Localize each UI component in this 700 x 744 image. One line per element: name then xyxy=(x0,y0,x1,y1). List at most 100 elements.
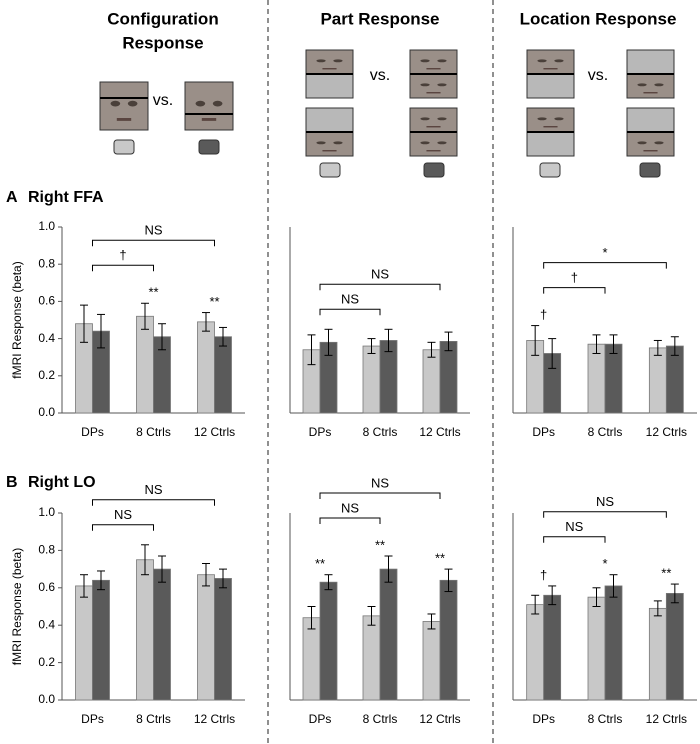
face-feature xyxy=(420,59,430,63)
significance-label: * xyxy=(602,556,607,571)
row-title: Right FFA xyxy=(28,189,104,206)
bar xyxy=(665,593,684,701)
bar xyxy=(379,568,398,701)
comparison-bracket xyxy=(543,287,606,294)
comparison-bracket xyxy=(319,283,441,291)
error-bar xyxy=(80,304,88,343)
comparison-bracket xyxy=(543,536,606,543)
bar xyxy=(439,579,458,701)
comparison-label: NS xyxy=(144,482,162,497)
bar xyxy=(587,596,606,701)
face-feature xyxy=(195,100,206,107)
face-tile xyxy=(409,107,458,133)
error-bar xyxy=(427,613,436,630)
error-bar xyxy=(384,555,393,583)
x-tick-label: 12 Ctrls xyxy=(419,425,460,439)
face-feature xyxy=(537,59,547,63)
face-feature xyxy=(643,92,658,94)
x-tick-label: DPs xyxy=(81,425,104,439)
face-stimulus xyxy=(99,81,149,131)
face-feature xyxy=(437,117,447,121)
bar xyxy=(214,578,232,701)
x-tick-label: 8 Ctrls xyxy=(136,425,171,439)
x-tick-label: 12 Ctrls xyxy=(194,712,235,726)
comparison-bracket xyxy=(92,524,154,531)
y-tick-label: 0.2 xyxy=(38,368,55,382)
comparison-label: † xyxy=(119,248,126,263)
face-tile xyxy=(626,73,675,99)
face-stimulus xyxy=(626,49,675,75)
x-tick-label: 12 Ctrls xyxy=(194,425,235,439)
bar xyxy=(136,559,154,701)
face-feature xyxy=(654,83,664,87)
row-letter: B xyxy=(6,474,18,491)
face-tile xyxy=(526,131,575,157)
face-tile xyxy=(626,107,675,133)
x-tick-label: DPs xyxy=(532,425,555,439)
error-bar xyxy=(80,574,88,598)
error-bar xyxy=(367,606,376,626)
comparison-bracket xyxy=(319,308,381,316)
face-tile xyxy=(305,49,354,75)
comparison-bracket xyxy=(319,517,381,525)
significance-label: ** xyxy=(375,537,385,552)
bar xyxy=(92,579,110,701)
face-feature xyxy=(316,59,326,63)
error-bar xyxy=(444,568,453,593)
comparison-label: NS xyxy=(596,494,614,509)
face-feature xyxy=(426,92,441,94)
face-tile xyxy=(526,49,575,75)
face-stimulus xyxy=(409,131,458,157)
face-tile xyxy=(626,131,675,157)
bar xyxy=(422,349,441,414)
error-bar xyxy=(202,562,210,587)
y-tick-label: 0.4 xyxy=(38,331,55,345)
bar xyxy=(197,321,215,414)
face-feature xyxy=(110,100,121,107)
bar xyxy=(214,336,232,414)
bar xyxy=(136,315,154,414)
face-tile xyxy=(526,73,575,99)
y-tick-label: 0.2 xyxy=(38,655,55,669)
comparison-bracket xyxy=(92,264,154,272)
face-tile xyxy=(305,107,354,133)
x-tick-label: DPs xyxy=(532,712,555,726)
vs-label: vs. xyxy=(153,92,173,109)
y-tick-label: 1.0 xyxy=(38,505,55,519)
y-axis-label: fMRI Response (beta) xyxy=(10,261,24,378)
face-feature xyxy=(637,141,647,145)
error-bar xyxy=(307,606,316,630)
vs-label: vs. xyxy=(588,67,608,84)
column-title: Response xyxy=(122,33,203,52)
comparison-label: NS xyxy=(565,519,583,534)
bar xyxy=(439,340,458,414)
column-title: Location Response xyxy=(520,9,677,28)
face-tile xyxy=(626,49,675,75)
x-tick-label: DPs xyxy=(309,425,332,439)
bar xyxy=(362,615,381,701)
face-feature xyxy=(437,83,447,87)
comparison-bracket xyxy=(543,262,667,269)
face-stimulus xyxy=(184,81,234,131)
y-tick-label: 0.6 xyxy=(38,294,55,308)
y-tick-label: 0.8 xyxy=(38,543,55,557)
error-bar xyxy=(609,574,618,598)
comparison-bracket xyxy=(92,239,215,247)
x-tick-label: 8 Ctrls xyxy=(588,425,623,439)
face-feature xyxy=(426,68,441,70)
face-tile xyxy=(409,131,458,157)
face-feature xyxy=(543,68,558,70)
face-tile xyxy=(526,107,575,133)
error-bar xyxy=(653,339,662,356)
face-feature xyxy=(437,141,447,145)
face-stimulus xyxy=(409,73,458,99)
face-stimulus xyxy=(626,131,675,157)
error-bar xyxy=(548,338,557,369)
y-tick-label: 0.0 xyxy=(38,405,55,419)
bar xyxy=(526,604,545,701)
face-feature xyxy=(554,59,564,63)
significance-label: † xyxy=(540,567,547,582)
face-feature xyxy=(426,126,441,128)
